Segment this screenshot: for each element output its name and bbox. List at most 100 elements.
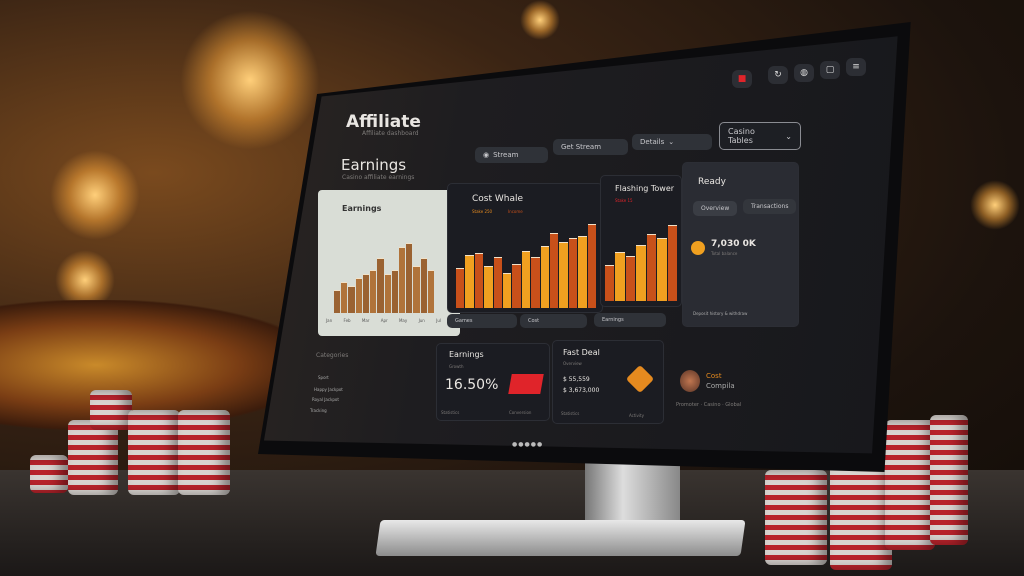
monitor-base [375,520,746,556]
bar-chart [456,220,597,308]
bar [605,265,615,301]
profile-role: Compila [706,382,735,390]
card-title: Cost Whale [472,194,524,204]
footer-label: Statistics [441,410,460,415]
filter-details[interactable]: Details ⌄ [632,134,712,150]
balance-label: Total balance [711,251,738,256]
bar [465,255,474,308]
footer-label: Activity [629,413,644,418]
sidebar-item[interactable]: Happy Jackpot [314,387,343,392]
bar [355,277,362,313]
notification-icon[interactable]: ■ [732,70,752,88]
bar [625,256,636,301]
footer-label: Statistics [561,411,580,416]
lamp-light [50,150,140,240]
x-tick: Apr [380,318,388,323]
bar [334,289,341,313]
bar [550,233,559,308]
bar [503,272,512,308]
games-select[interactable]: Games [447,314,517,328]
bar [578,235,587,308]
poker-chips [90,390,132,430]
balance-value: 7,030 0K [711,239,756,249]
poker-chips [885,420,935,550]
filter-get-stream[interactable]: Get Stream [553,139,628,155]
card-title: Earnings [449,350,484,359]
earnings-select[interactable]: Earnings [594,313,666,327]
bar [391,270,398,313]
flashing-tower-card: Flashing Tower Stake 15 [600,175,682,307]
poker-chips [68,420,118,495]
avatar[interactable] [680,370,700,392]
x-tick: Mar [361,318,370,323]
profile-meta: Promoter · Casino · Global [676,402,742,408]
earnings-chart-card: Earnings Jan Feb Mar Apr May Jun Jul [318,190,460,336]
menu-icon[interactable]: ≡ [846,58,866,76]
bar [384,274,391,313]
cost-whale-card: Cost Whale Stake 250 Income [447,183,603,313]
bar [413,266,420,313]
footer-label: Conversion [509,410,532,415]
chandelier-light [180,10,320,150]
bar [636,245,646,301]
section-subtitle: Casino affiliate earnings [342,174,415,181]
x-tick: Jan [326,318,333,323]
deposit-link[interactable]: Deposit history & withdraw [693,311,748,316]
sidebar-item[interactable]: Tracking [310,408,327,413]
bokeh-light [520,0,560,40]
bar [341,281,348,313]
poker-chips [930,415,968,545]
bokeh-light [970,180,1020,230]
bar [615,251,625,301]
sidebar-item[interactable]: Sport [318,375,329,380]
casino-tables-dropdown[interactable]: Casino Tables ⌄ [719,122,801,150]
sidebar-heading: Categories [316,352,349,359]
dollar-diamond-icon [625,364,655,394]
x-tick: Feb [343,318,351,323]
chat-icon[interactable]: ▢ [820,61,840,79]
bar [559,242,568,308]
poker-chips [765,470,827,565]
section-title: Earnings [341,156,407,174]
legend-item: Income [508,209,523,214]
bar [512,264,521,308]
poker-chips [128,410,180,495]
card-title: Earnings [342,204,382,213]
growth-value: 16.50% [445,377,499,393]
deal-value: $ 55,559 [563,376,590,383]
pagination-dots[interactable]: ●●●●● [512,441,544,448]
legend-item: Stake 15 [615,198,633,203]
bar [587,224,597,308]
tab-overview[interactable]: Overview [693,201,738,216]
bar [474,253,484,308]
filter-stream[interactable]: ◉ Stream [475,147,548,163]
chevron-down-icon: ⌄ [668,138,675,146]
bar [667,224,677,301]
poker-chips [178,410,230,495]
ready-card: Ready Overview Transactions 7,030 0K Tot… [682,162,799,327]
earnings-bars [334,235,435,313]
bar [370,270,377,313]
bar [540,246,550,308]
poker-chips [30,455,68,493]
card-title: Flashing Tower [615,184,675,193]
tab-transactions[interactable]: Transactions [743,199,797,214]
cost-select[interactable]: Cost [520,314,587,328]
bar [427,270,435,313]
x-tick: May [398,318,408,323]
card-title: Fast Deal [563,348,600,357]
refresh-icon[interactable]: ↻ [768,66,788,84]
legend-item: Stake 250 [472,209,493,214]
sidebar-item[interactable]: Royal Jackpot [312,397,339,402]
card-title: Ready [698,177,726,187]
deal-value: $ 3,673,000 [563,387,600,394]
bar [398,246,406,313]
bar [456,268,465,308]
earnings-stat-card: Earnings Growth 16.50% Statistics Conver… [436,343,550,421]
bar [406,242,413,313]
globe-icon[interactable]: ◍ [794,64,814,82]
x-tick: Jun [418,318,425,323]
card-subtitle: Growth [449,364,464,369]
bar [420,258,427,313]
bar-chart [605,211,677,301]
